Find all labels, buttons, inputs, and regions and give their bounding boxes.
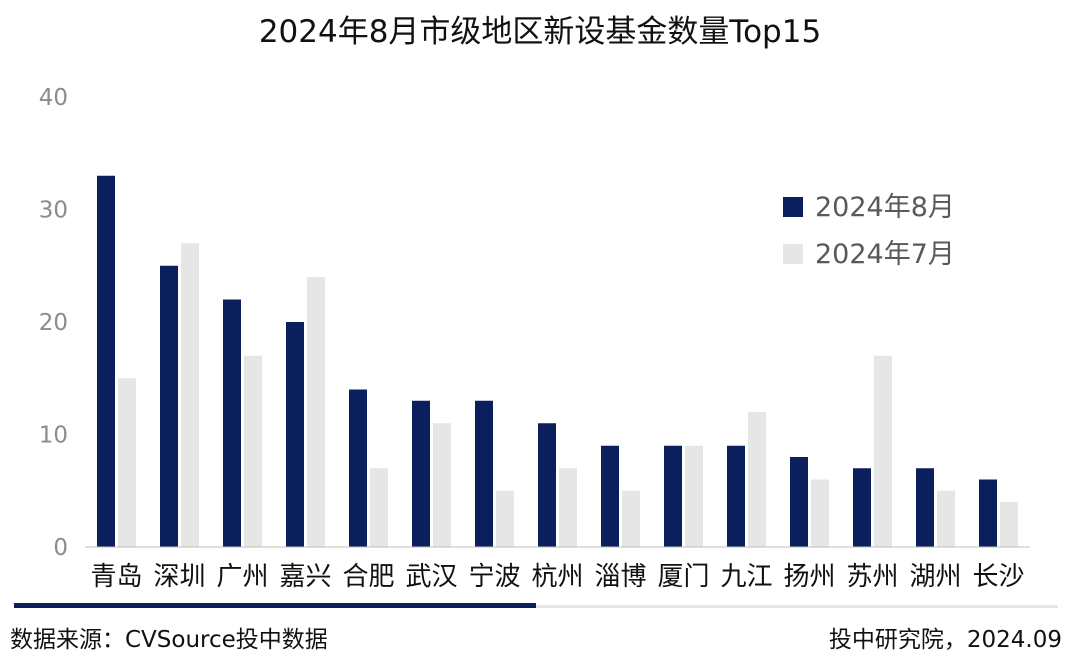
bar-aug-九江 xyxy=(727,445,745,547)
x-axis: 青岛 深圳 广州 嘉兴 合肥 武汉 宁波 杭州 淄博 厦门 九江 扬州 苏州 湖州 长沙 xyxy=(90,562,1024,592)
bar-jul-厦门 xyxy=(685,445,703,547)
publisher-date: 投中研究院，2024.09 xyxy=(828,627,1062,653)
x-tick-label: 合肥 xyxy=(342,562,394,592)
x-tick-label: 杭州 xyxy=(531,562,583,592)
bar-jul-九江 xyxy=(748,412,766,547)
x-tick-label: 青岛 xyxy=(90,562,142,592)
bar-aug-合肥 xyxy=(349,389,367,547)
x-tick-label: 苏州 xyxy=(846,562,898,592)
chart-title: 2024年8月市级地区新设基金数量Top15 xyxy=(258,14,822,50)
bar-chart: 0 10 20 30 40 青岛 深圳 广州 嘉兴 合肥 武汉 宁波 杭州 淄博 厦门 九江 扬州 苏州 湖州 长沙… xyxy=(39,85,1030,592)
y-tick-label: 40 xyxy=(39,85,68,111)
footer-divider-accent xyxy=(14,603,536,608)
y-axis: 0 10 20 30 40 xyxy=(39,85,68,561)
x-tick-label: 扬州 xyxy=(783,562,835,592)
bar-jul-深圳 xyxy=(181,243,199,547)
legend-label: 2024年8月 xyxy=(815,192,955,223)
bar-aug-湖州 xyxy=(916,468,934,547)
legend-swatch xyxy=(783,197,803,217)
bar-jul-青岛 xyxy=(118,378,136,547)
x-tick-label: 九江 xyxy=(720,562,772,592)
bar-jul-武汉 xyxy=(433,423,451,547)
x-tick-label: 湖州 xyxy=(909,562,961,592)
bar-jul-宁波 xyxy=(496,490,514,547)
footer-divider xyxy=(536,605,1058,608)
bar-jul-长沙 xyxy=(1000,502,1018,547)
bar-aug-深圳 xyxy=(160,265,178,547)
x-tick-label: 淄博 xyxy=(594,562,646,592)
bar-jul-淄博 xyxy=(622,490,640,547)
x-tick-label: 广州 xyxy=(216,562,268,592)
legend-swatch xyxy=(783,244,803,264)
bar-aug-广州 xyxy=(223,299,241,547)
x-tick-label: 厦门 xyxy=(657,562,709,592)
bar-jul-扬州 xyxy=(811,479,829,547)
x-tick-label: 深圳 xyxy=(153,562,205,592)
bar-aug-宁波 xyxy=(475,400,493,547)
y-tick-label: 10 xyxy=(39,423,68,449)
bar-aug-淄博 xyxy=(601,445,619,547)
x-tick-label: 长沙 xyxy=(972,562,1024,592)
x-tick-label: 宁波 xyxy=(468,562,520,592)
legend-label: 2024年7月 xyxy=(815,239,955,270)
bars xyxy=(97,175,1018,547)
bar-aug-苏州 xyxy=(853,468,871,547)
bar-jul-苏州 xyxy=(874,355,892,547)
x-tick-label: 武汉 xyxy=(405,562,457,592)
bar-aug-嘉兴 xyxy=(286,322,304,547)
y-tick-label: 30 xyxy=(39,198,68,224)
bar-jul-广州 xyxy=(244,355,262,547)
bar-aug-扬州 xyxy=(790,457,808,547)
data-source: 数据来源：CVSource投中数据 xyxy=(10,627,328,653)
bar-jul-湖州 xyxy=(937,490,955,547)
bar-aug-青岛 xyxy=(97,175,115,547)
y-tick-label: 20 xyxy=(39,310,68,336)
bar-aug-武汉 xyxy=(412,400,430,547)
bar-jul-杭州 xyxy=(559,468,577,547)
bar-jul-嘉兴 xyxy=(307,277,325,547)
bar-aug-长沙 xyxy=(979,479,997,547)
bar-aug-厦门 xyxy=(664,445,682,547)
bar-aug-杭州 xyxy=(538,423,556,547)
bar-jul-合肥 xyxy=(370,468,388,547)
x-tick-label: 嘉兴 xyxy=(279,562,331,592)
legend: 2024年8月 2024年7月 xyxy=(783,192,955,270)
y-tick-label: 0 xyxy=(53,535,68,561)
